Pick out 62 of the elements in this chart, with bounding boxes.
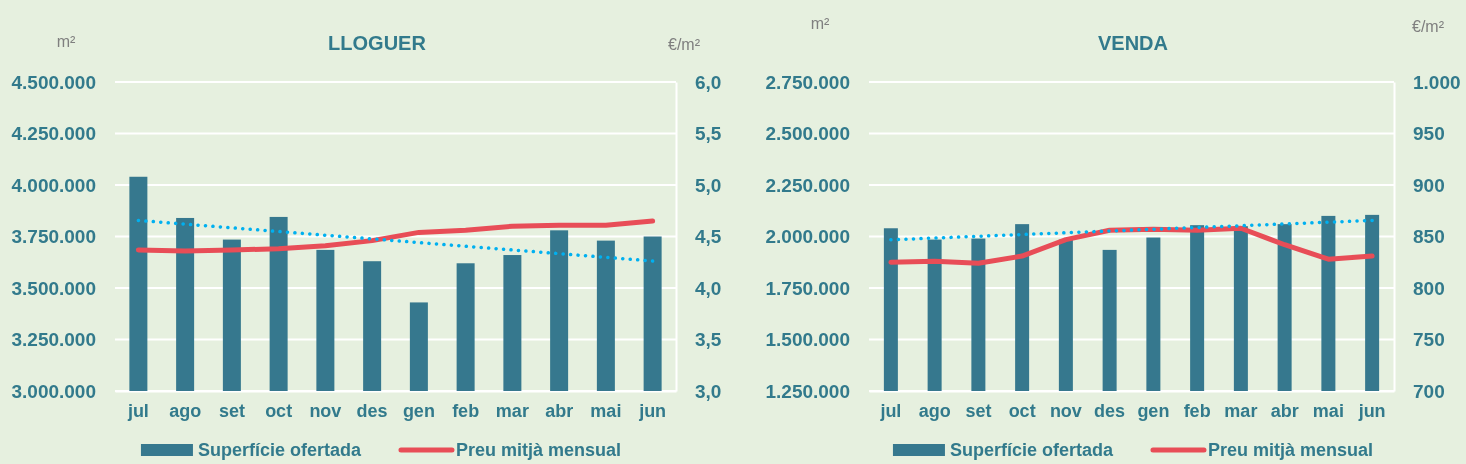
- x-tick-label: ago: [169, 400, 202, 421]
- y2-tick-label: 4,5: [695, 226, 722, 248]
- y2-tick-label: 3,0: [695, 380, 722, 402]
- x-tick-label: set: [218, 400, 245, 421]
- y2-tick-label: 850: [1413, 226, 1445, 248]
- y-tick-label: 2.750.000: [765, 71, 850, 93]
- legend-label: Preu mitjà mensual: [1207, 440, 1374, 460]
- x-tick-label: jun: [1357, 400, 1386, 421]
- chart-title: VENDA: [1097, 32, 1169, 54]
- x-tick-label: nov: [1049, 400, 1082, 421]
- y2-tick-label: 700: [1413, 380, 1445, 402]
- y2-tick-label: 950: [1413, 123, 1445, 145]
- y-tick-label: 3.500.000: [11, 277, 96, 299]
- y2-tick-label: 900: [1413, 174, 1445, 196]
- y2-tick-label: 6,0: [695, 71, 722, 93]
- legend-label: Superfície ofertada: [197, 440, 362, 460]
- x-tick-label: mai: [590, 400, 622, 421]
- x-tick-label: mar: [1224, 400, 1258, 421]
- y2-tick-label: 800: [1413, 277, 1445, 299]
- y2-tick-label: 5,0: [695, 174, 722, 196]
- y-tick-label: 1.500.000: [765, 329, 850, 351]
- y2-tick-label: 3,5: [695, 329, 722, 351]
- y-tick-label: 2.500.000: [765, 123, 850, 145]
- y-tick-label: 4.500.000: [11, 71, 96, 93]
- y-tick-label: 2.250.000: [765, 174, 850, 196]
- legend-label: Superfície ofertada: [949, 440, 1114, 460]
- y-tick-label: 2.000.000: [765, 226, 850, 248]
- y-tick-label: 4.250.000: [11, 123, 96, 145]
- y-tick-label: 1.750.000: [765, 277, 850, 299]
- x-tick-label: ago: [918, 400, 951, 421]
- x-tick-label: oct: [265, 400, 293, 421]
- x-tick-label: nov: [309, 400, 342, 421]
- x-tick-label: mar: [495, 400, 529, 421]
- x-tick-label: des: [1094, 400, 1126, 421]
- x-tick-label: oct: [1008, 400, 1036, 421]
- y2-tick-label: 1.000: [1413, 71, 1461, 93]
- x-tick-label: jun: [638, 400, 667, 421]
- y2-tick-label: 4,0: [695, 277, 722, 299]
- y-axis-title: m²: [56, 33, 76, 50]
- chart-title: LLOGUER: [328, 32, 427, 54]
- x-tick-label: feb: [1183, 400, 1211, 421]
- x-tick-label: abr: [1270, 400, 1299, 421]
- y-tick-label: 3.000.000: [11, 380, 96, 402]
- y2-axis-title: €/m²: [668, 36, 701, 53]
- x-tick-label: gen: [402, 400, 435, 421]
- y2-tick-label: 750: [1413, 329, 1445, 351]
- y-tick-label: 3.750.000: [11, 226, 96, 248]
- y2-axis-title: €/m²: [1412, 18, 1445, 35]
- x-tick-label: jul: [879, 400, 902, 421]
- y-tick-label: 1.250.000: [765, 380, 850, 402]
- x-tick-label: des: [356, 400, 388, 421]
- x-tick-label: jul: [126, 400, 149, 421]
- x-tick-label: abr: [545, 400, 574, 421]
- y-tick-label: 4.000.000: [11, 174, 96, 196]
- legend-label: Preu mitjà mensual: [455, 440, 622, 460]
- y-tick-label: 3.250.000: [11, 329, 96, 351]
- x-tick-label: set: [965, 400, 992, 421]
- x-tick-label: feb: [452, 400, 480, 421]
- x-tick-label: mai: [1312, 400, 1344, 421]
- y-axis-title: m²: [810, 15, 830, 32]
- y2-tick-label: 5,5: [695, 123, 722, 145]
- x-tick-label: gen: [1137, 400, 1170, 421]
